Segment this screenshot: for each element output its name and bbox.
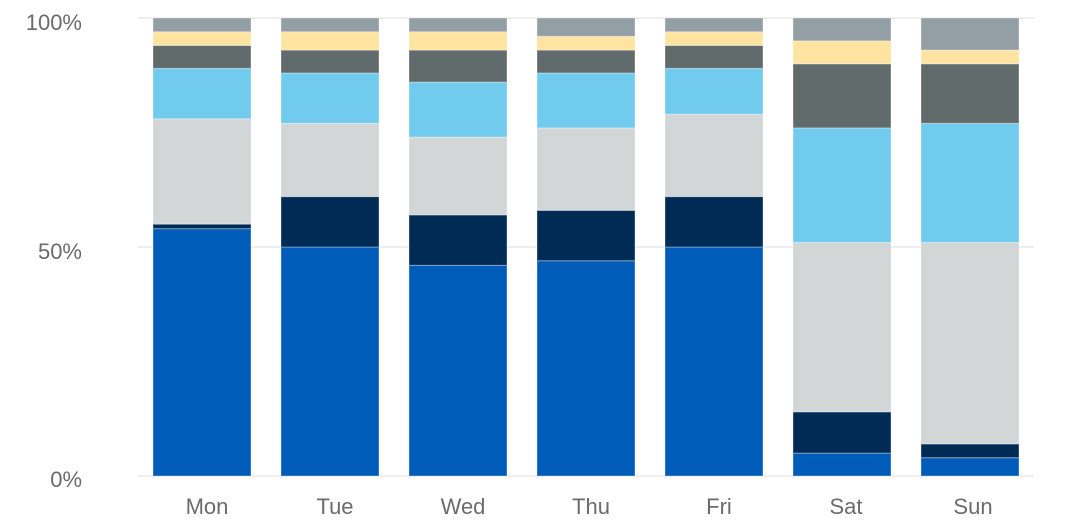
x-tick-label: Mon (186, 494, 229, 519)
bar-segment (536, 17, 636, 37)
bars (152, 17, 1020, 477)
x-tick-label: Fri (706, 494, 732, 519)
bar-segment (280, 246, 380, 477)
x-tick-label: Tue (316, 494, 353, 519)
bar-segment (152, 223, 252, 230)
bar-segment (536, 35, 636, 51)
bar-segment (408, 264, 508, 477)
x-axis: Mon Tue Wed Thu Fri Sat Sun (186, 494, 993, 519)
bar-segment (664, 17, 764, 33)
bar-segment (152, 17, 252, 33)
bar-segment (408, 31, 508, 51)
bar-segment (408, 17, 508, 33)
bar-segment (280, 72, 380, 124)
bar-segment (792, 17, 892, 42)
bar-segment (536, 72, 636, 129)
bar-segment (280, 122, 380, 198)
bar-segment (152, 31, 252, 46)
y-tick-label: 0% (50, 467, 82, 492)
bar-segment (792, 63, 892, 129)
bar-segment (280, 17, 380, 33)
bar-segment (536, 260, 636, 477)
bar-segment (664, 196, 764, 248)
bar-segment (792, 40, 892, 65)
bar-segment (536, 127, 636, 211)
bar-segment (920, 63, 1020, 124)
y-tick-label: 100% (26, 10, 82, 35)
bar-segment (408, 81, 508, 138)
x-tick-label: Wed (441, 494, 486, 519)
bar-segment (920, 17, 1020, 51)
bar-segment (664, 31, 764, 46)
bar-segment (408, 136, 508, 216)
bar-segment (664, 67, 764, 115)
bar-segment (920, 49, 1020, 65)
bar-segment (920, 443, 1020, 459)
bar-segment (664, 113, 764, 198)
bar-segment (792, 411, 892, 454)
bar-segment (152, 44, 252, 69)
bar-segment (536, 49, 636, 74)
bar-segment (152, 118, 252, 225)
bar-segment (792, 452, 892, 477)
y-tick-label: 50% (38, 239, 82, 264)
bar-segment (280, 196, 380, 248)
bar-segment (536, 209, 636, 262)
bar-segment (920, 241, 1020, 445)
bar-segment (280, 49, 380, 74)
bar-segment (408, 214, 508, 266)
bar-segment (152, 67, 252, 120)
bar-segment (920, 457, 1020, 477)
bar-segment (792, 241, 892, 413)
bar-segment (408, 49, 508, 83)
bar-segment (664, 246, 764, 477)
bar-segment (664, 44, 764, 69)
bar-segment (152, 228, 252, 477)
bar-segment (280, 31, 380, 51)
bar-segment (920, 122, 1020, 243)
x-tick-label: Sun (953, 494, 992, 519)
y-axis: 100% 50% 0% (26, 10, 82, 492)
x-tick-label: Sat (829, 494, 862, 519)
bar-segment (792, 127, 892, 243)
x-tick-label: Thu (572, 494, 610, 519)
